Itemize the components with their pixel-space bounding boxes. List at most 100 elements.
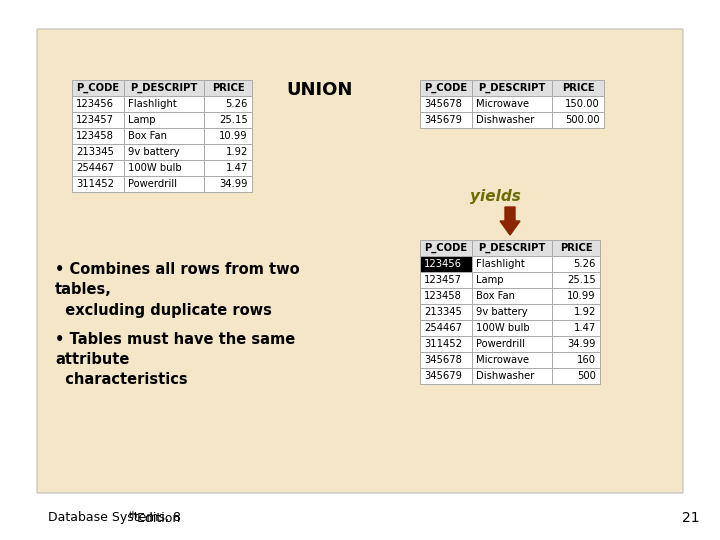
Text: PRICE: PRICE — [212, 83, 244, 93]
Bar — [72, 176, 124, 192]
Text: characteristics: characteristics — [55, 373, 188, 388]
Bar — [124, 176, 204, 192]
Bar — [552, 304, 600, 320]
Text: PRICE: PRICE — [559, 243, 593, 253]
Text: 345678: 345678 — [424, 355, 462, 365]
Text: P_DESCRIPT: P_DESCRIPT — [478, 83, 546, 93]
Bar — [72, 160, 124, 176]
Bar — [204, 144, 252, 160]
FancyArrow shape — [500, 207, 520, 235]
Bar — [472, 320, 552, 336]
Bar — [420, 240, 472, 256]
Bar — [552, 368, 600, 384]
Bar — [72, 144, 124, 160]
Text: tables,: tables, — [55, 282, 112, 298]
Text: 123456: 123456 — [424, 259, 462, 269]
Text: 1.47: 1.47 — [226, 163, 248, 173]
Text: 345679: 345679 — [424, 115, 462, 125]
Text: P_DESCRIPT: P_DESCRIPT — [130, 83, 198, 93]
Bar — [124, 144, 204, 160]
Bar — [72, 96, 124, 112]
Text: 254467: 254467 — [76, 163, 114, 173]
Bar — [552, 80, 604, 96]
Text: Edition: Edition — [133, 511, 180, 524]
Text: Dishwasher: Dishwasher — [476, 371, 534, 381]
Bar — [552, 96, 604, 112]
Text: P_DESCRIPT: P_DESCRIPT — [478, 243, 546, 253]
Text: Lamp: Lamp — [128, 115, 156, 125]
Text: 213345: 213345 — [76, 147, 114, 157]
Text: 25.15: 25.15 — [567, 275, 596, 285]
Bar — [552, 240, 600, 256]
Bar — [420, 336, 472, 352]
Bar — [204, 176, 252, 192]
Text: 345679: 345679 — [424, 371, 462, 381]
Bar — [124, 160, 204, 176]
FancyBboxPatch shape — [37, 29, 683, 493]
Text: 123456: 123456 — [76, 99, 114, 109]
Bar — [420, 304, 472, 320]
Text: 21: 21 — [683, 511, 700, 525]
Text: 5.26: 5.26 — [574, 259, 596, 269]
Bar — [420, 352, 472, 368]
Bar — [204, 96, 252, 112]
Bar — [124, 96, 204, 112]
Text: 123457: 123457 — [424, 275, 462, 285]
Text: 311452: 311452 — [424, 339, 462, 349]
Text: 500: 500 — [577, 371, 596, 381]
Bar — [472, 304, 552, 320]
Text: 100W bulb: 100W bulb — [476, 323, 530, 333]
Text: excluding duplicate rows: excluding duplicate rows — [55, 302, 272, 318]
Text: 500.00: 500.00 — [565, 115, 600, 125]
Text: 213345: 213345 — [424, 307, 462, 317]
Bar — [420, 320, 472, 336]
Bar — [472, 272, 552, 288]
Text: 150.00: 150.00 — [565, 99, 600, 109]
Bar — [124, 112, 204, 128]
Bar — [204, 80, 252, 96]
Text: Flashlight: Flashlight — [476, 259, 525, 269]
Text: 1.47: 1.47 — [574, 323, 596, 333]
Bar — [420, 96, 472, 112]
Text: 254467: 254467 — [424, 323, 462, 333]
Text: attribute: attribute — [55, 353, 130, 368]
Bar — [420, 288, 472, 304]
Bar — [420, 272, 472, 288]
Text: • Combines all rows from two: • Combines all rows from two — [55, 262, 300, 278]
Text: Microwave: Microwave — [476, 355, 529, 365]
Bar — [552, 272, 600, 288]
Text: 34.99: 34.99 — [567, 339, 596, 349]
Bar — [552, 320, 600, 336]
Bar — [552, 112, 604, 128]
Text: 34.99: 34.99 — [220, 179, 248, 189]
Bar — [204, 128, 252, 144]
Bar — [472, 112, 552, 128]
Bar — [124, 128, 204, 144]
Text: 345678: 345678 — [424, 99, 462, 109]
Text: Flashlight: Flashlight — [128, 99, 176, 109]
Text: 25.15: 25.15 — [220, 115, 248, 125]
Text: P_CODE: P_CODE — [424, 83, 467, 93]
Text: Powerdrill: Powerdrill — [128, 179, 177, 189]
Text: PRICE: PRICE — [562, 83, 594, 93]
Text: Database Systems, 8: Database Systems, 8 — [48, 511, 181, 524]
Bar — [420, 112, 472, 128]
Bar — [72, 80, 124, 96]
Text: Lamp: Lamp — [476, 275, 503, 285]
Text: Powerdrill: Powerdrill — [476, 339, 525, 349]
Text: 123458: 123458 — [424, 291, 462, 301]
Bar — [472, 368, 552, 384]
Bar — [472, 256, 552, 272]
Bar — [204, 112, 252, 128]
Bar — [552, 336, 600, 352]
Text: 1.92: 1.92 — [225, 147, 248, 157]
Bar — [472, 80, 552, 96]
Text: P_CODE: P_CODE — [424, 243, 467, 253]
Text: 9v battery: 9v battery — [476, 307, 528, 317]
Text: Box Fan: Box Fan — [128, 131, 167, 141]
Text: 5.26: 5.26 — [225, 99, 248, 109]
Bar — [204, 160, 252, 176]
Text: UNION: UNION — [287, 81, 354, 99]
Bar — [472, 240, 552, 256]
Text: Microwave: Microwave — [476, 99, 529, 109]
